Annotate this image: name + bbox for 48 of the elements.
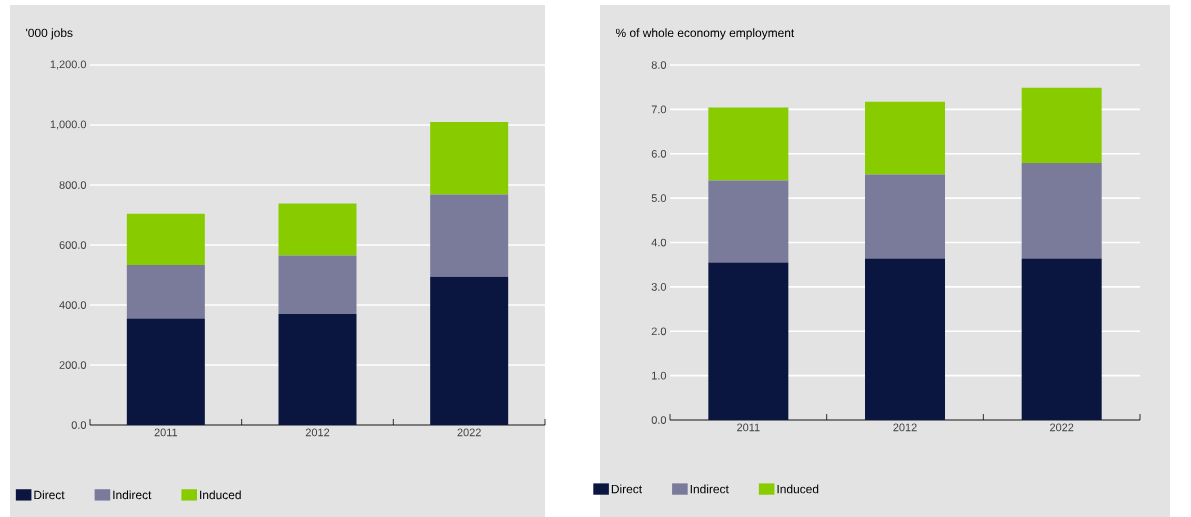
y-tick-label: 0.0 <box>651 416 667 424</box>
bar <box>430 276 509 425</box>
bar <box>126 265 205 319</box>
y-tick-label: 400.0 <box>59 301 87 309</box>
y-tick-label: 1,200.0 <box>50 60 87 70</box>
y-tick-label: 4.0 <box>651 238 667 247</box>
x-tick-label: 2022 <box>457 428 481 437</box>
bar <box>865 258 946 420</box>
bar <box>430 194 509 277</box>
legend-label: Direct <box>611 484 642 494</box>
y-tick-label: 5.0 <box>651 194 667 203</box>
bar <box>708 262 789 420</box>
x-tick-label: 2012 <box>893 423 917 432</box>
y-tick-label: 2.0 <box>651 327 667 336</box>
bar <box>126 213 205 266</box>
y-axis-title: '000 jobs <box>26 28 73 40</box>
bar <box>865 174 946 259</box>
legend-label: Indirect <box>690 484 729 494</box>
legend-label: Induced <box>200 490 241 500</box>
legend-label: Indirect <box>113 490 152 500</box>
y-tick-label: 6.0 <box>651 149 667 158</box>
bar <box>1021 258 1102 420</box>
legend-label: Direct <box>34 490 65 500</box>
y-tick-label: 600.0 <box>59 241 87 249</box>
bar <box>1021 163 1102 259</box>
y-axis-title: % of whole economy employment <box>615 28 795 40</box>
bar <box>278 255 357 314</box>
bar <box>430 122 509 195</box>
y-tick-label: 1.0 <box>652 371 667 380</box>
x-tick-label: 2012 <box>305 428 330 437</box>
y-tick-label: 0.0 <box>71 421 87 429</box>
legend-label: Induced <box>777 484 819 494</box>
bar <box>865 101 946 175</box>
y-tick-label: 7.0 <box>651 105 667 114</box>
x-tick-label: 2011 <box>154 428 178 437</box>
y-tick-label: 8.0 <box>651 61 667 69</box>
bar <box>278 314 357 425</box>
y-tick-label: 200.0 <box>59 361 87 369</box>
y-tick-label: 1,000.0 <box>50 120 87 130</box>
y-tick-label: 3.0 <box>651 283 667 291</box>
x-tick-label: 2011 <box>737 423 760 432</box>
y-tick-label: 800.0 <box>59 181 87 189</box>
bar <box>278 203 357 256</box>
x-tick-label: 2022 <box>1050 423 1074 432</box>
bar <box>1021 87 1102 164</box>
bar <box>126 318 205 425</box>
bar <box>708 180 789 263</box>
bar <box>708 107 789 181</box>
